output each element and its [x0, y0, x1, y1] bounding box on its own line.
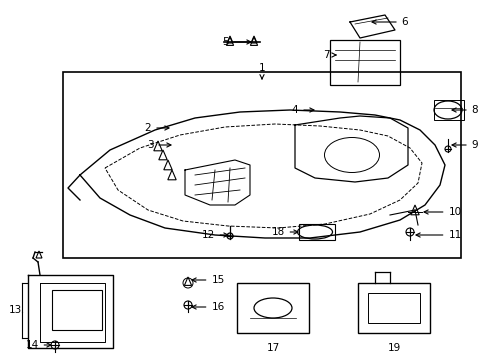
Text: 5: 5: [221, 37, 251, 47]
Bar: [368, 293, 420, 323]
Text: 16: 16: [192, 302, 224, 312]
Text: 10: 10: [424, 207, 462, 217]
Text: 11: 11: [416, 230, 462, 240]
Text: 19: 19: [388, 343, 401, 353]
Bar: [299, 224, 335, 240]
Text: 14: 14: [25, 340, 51, 350]
Bar: [237, 283, 309, 333]
Text: 17: 17: [267, 343, 280, 353]
Text: 8: 8: [452, 105, 478, 115]
Text: 7: 7: [323, 50, 336, 60]
Bar: [63, 72, 461, 258]
Text: 4: 4: [292, 105, 314, 115]
Text: 2: 2: [145, 123, 169, 133]
Text: 13: 13: [8, 305, 22, 315]
Bar: [330, 40, 400, 85]
Text: 6: 6: [372, 17, 408, 27]
Bar: [434, 100, 464, 120]
Text: 1: 1: [259, 63, 265, 79]
Text: 18: 18: [271, 227, 298, 237]
Text: 12: 12: [201, 230, 228, 240]
Text: 3: 3: [147, 140, 171, 150]
Bar: [52, 290, 102, 330]
Text: 15: 15: [192, 275, 224, 285]
Text: 9: 9: [452, 140, 478, 150]
Bar: [358, 283, 430, 333]
